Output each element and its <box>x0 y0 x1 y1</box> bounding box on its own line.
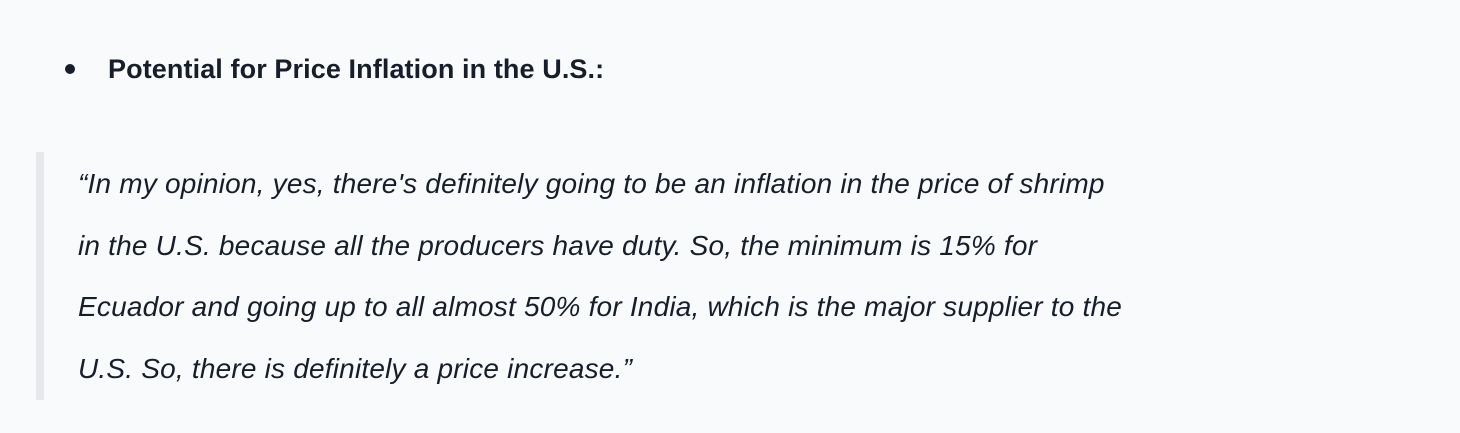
quote-block: “In my opinion, yes, there's definitely … <box>36 152 1444 400</box>
quote-line: in the U.S. because all the producers ha… <box>78 229 1038 261</box>
bullet-list-item: Potential for Price Inflation in the U.S… <box>0 52 1460 86</box>
bullet-marker-icon <box>65 64 75 74</box>
quote-line: “In my opinion, yes, there's definitely … <box>78 168 1105 199</box>
quote-line: U.S. So, there is definitely a price inc… <box>78 352 633 384</box>
section-heading: Potential for Price Inflation in the U.S… <box>108 54 605 84</box>
quote-line: Ecuador and going up to all almost 50% f… <box>78 291 1123 322</box>
